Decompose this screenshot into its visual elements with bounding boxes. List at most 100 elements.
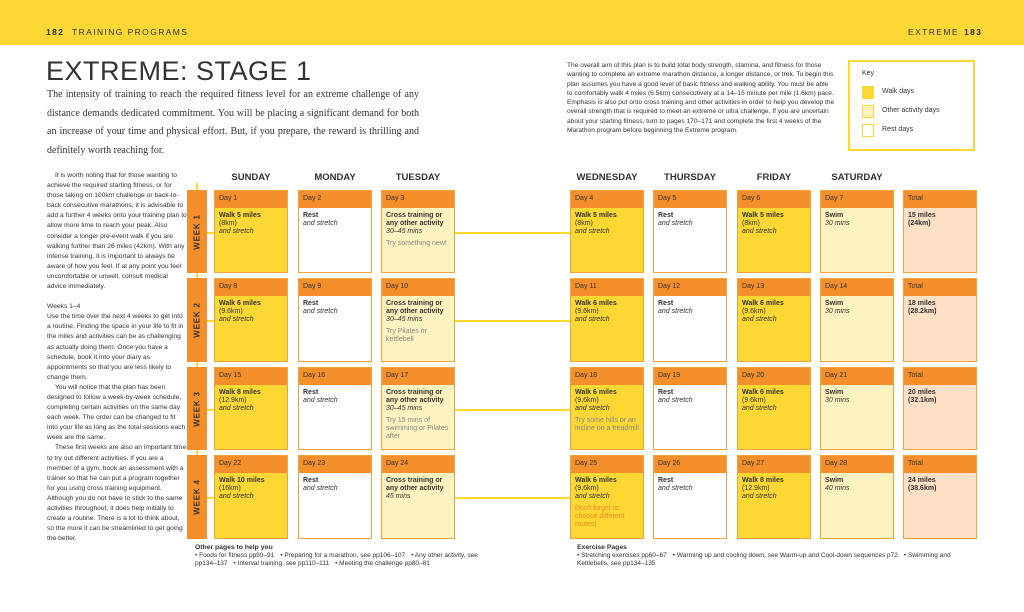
- detail: (9.6km): [219, 308, 243, 316]
- activity: Walk 5 miles: [575, 212, 617, 219]
- day-number: Day 18: [571, 368, 643, 385]
- day-cell: Day 28 Swim 40 mins: [820, 455, 894, 539]
- day-body: Walk 6 miles (9.6km) and stretch Try some h…: [571, 385, 643, 437]
- section-label: EXTREME: [908, 27, 959, 37]
- paragraph: Use the time over the next 4 weeks to ge…: [47, 313, 184, 381]
- day-cell: Day 25 Walk 6 miles (9.6km) and stretch Don'…: [570, 455, 644, 539]
- page-number: 182: [46, 27, 65, 37]
- activity: Walk 6 miles: [219, 300, 261, 307]
- detail: (16km): [219, 485, 241, 493]
- week-label: WEEK 4: [187, 455, 207, 539]
- key-title: Key: [862, 70, 875, 77]
- total-cell: Total 24 miles (38.6km): [903, 455, 977, 539]
- note: 30–45 mins: [386, 228, 423, 236]
- day-body: Walk 5 miles (8km) and stretch: [738, 208, 810, 241]
- activity: Walk 6 miles: [575, 389, 617, 396]
- note: 30–45 mins: [386, 405, 423, 413]
- intro: The intensity of training to reach the r…: [47, 89, 419, 156]
- bullet: •: [903, 552, 908, 559]
- activity: Walk 10 miles: [219, 477, 265, 484]
- day-body: Rest and stretch: [299, 296, 371, 320]
- activity: Walk 8 miles: [219, 389, 261, 396]
- day-cell: Day 13 Walk 6 miles (9.6km) and stretch: [737, 278, 811, 362]
- day-cell: Day 24 Cross training or any other activi…: [381, 455, 455, 539]
- connector: [454, 320, 570, 322]
- day-cell: Day 2 Rest and stretch: [298, 190, 372, 273]
- tip: Try something new!: [386, 239, 447, 247]
- day-number: Day 9: [299, 279, 371, 296]
- title: EXTREME: STAGE 1: [46, 56, 312, 86]
- footer-left: Other pages to help you • Foods for fitne…: [195, 544, 495, 568]
- activity: Cross training or any other activity: [386, 477, 444, 493]
- week-text: WEEK 3: [192, 390, 202, 427]
- paragraph: You will notice that the plan has been d…: [47, 383, 186, 442]
- total-body: 20 miles (32.1km): [904, 385, 976, 409]
- activity: Rest: [658, 212, 674, 219]
- activity: Walk 5 miles: [219, 212, 261, 219]
- week-text: WEEK 4: [192, 479, 202, 515]
- tip: Try 15 mins of swimming or Pilates after: [386, 416, 449, 441]
- note: and stretch: [303, 308, 338, 316]
- day-body: Rest and stretch: [299, 208, 371, 232]
- day-number: Day 16: [299, 368, 371, 385]
- detail: (8km): [219, 220, 237, 228]
- activity: Walk 5 miles: [742, 212, 784, 219]
- day-body: Walk 8 miles (12.9km) and stretch: [215, 385, 287, 418]
- activity: Walk 6 miles: [575, 300, 617, 307]
- week-label: WEEK 2: [187, 278, 207, 362]
- total-km: (28.2km): [908, 308, 937, 316]
- day-number: Day 2: [299, 191, 371, 208]
- day-number: Day 1: [215, 191, 287, 208]
- activity: Rest: [303, 212, 319, 219]
- total-body: 24 miles (38.6km): [904, 473, 976, 497]
- day-cell: Day 20 Walk 6 miles (9.6km) and stretch: [737, 367, 811, 450]
- footer-item: Foods for fitness pp90–91: [199, 552, 275, 559]
- column-header: WEDNESDAY: [576, 172, 638, 183]
- note: 40 mins: [825, 485, 850, 493]
- connector: [454, 231, 570, 234]
- total-label: Total: [904, 456, 976, 473]
- day-cell: Day 17 Cross training or any other activi…: [381, 367, 455, 450]
- note: 45 mins: [386, 493, 411, 501]
- day-body: Rest and stretch: [299, 473, 371, 497]
- footer-heading: Exercise Pages: [577, 544, 627, 551]
- footer-item: Any other activity, see pp134–137: [195, 552, 478, 567]
- note: and stretch: [303, 397, 338, 405]
- note: and stretch: [219, 493, 254, 501]
- note: 30–45 mins: [386, 316, 423, 324]
- day-cell: Day 15 Walk 8 miles (12.9km) and stretch: [214, 367, 288, 450]
- note: and stretch: [575, 493, 610, 501]
- activity: Swim: [825, 389, 844, 396]
- day-number: Day 12: [654, 279, 726, 296]
- note: and stretch: [219, 228, 254, 236]
- day-cell: Day 23 Rest and stretch: [298, 455, 372, 539]
- detail: (9.6km): [575, 485, 599, 493]
- footer-item: Warming up and cooling down, see Warm-up…: [676, 552, 898, 559]
- activity: Walk 6 miles: [742, 389, 784, 396]
- note: 30 mins: [825, 308, 850, 316]
- note: and stretch: [219, 405, 254, 413]
- day-cell: Day 26 Rest and stretch: [653, 455, 727, 539]
- key-swatch: [862, 86, 874, 99]
- total-km: (38.6km): [908, 485, 937, 493]
- day-cell: Day 11 Walk 6 miles (9.6km) and stretch: [570, 278, 644, 362]
- day-number: Day 27: [738, 456, 810, 473]
- day-cell: Day 21 Swim 30 mins: [820, 367, 894, 450]
- column-header: FRIDAY: [756, 172, 792, 183]
- day-number: Day 10: [382, 279, 454, 296]
- bullet: •: [577, 552, 582, 559]
- week-text: WEEK 1: [192, 213, 202, 250]
- day-number: Day 21: [821, 368, 893, 385]
- week-text: WEEK 2: [192, 302, 202, 338]
- connector: [454, 408, 570, 411]
- aim-text: The overall aim of this plan is to build…: [567, 62, 835, 135]
- section-label: TRAINING PROGRAMS: [72, 27, 189, 37]
- activity: Walk 8 miles: [742, 477, 784, 484]
- paragraph: These first weeks are also an important …: [47, 444, 187, 543]
- day-body: Walk 8 miles (12.9km) and stretch: [738, 473, 810, 506]
- note: and stretch: [742, 405, 777, 413]
- day-number: Day 14: [821, 279, 893, 296]
- day-cell: Day 9 Rest and stretch: [298, 278, 372, 362]
- week-label: WEEK 1: [187, 190, 207, 273]
